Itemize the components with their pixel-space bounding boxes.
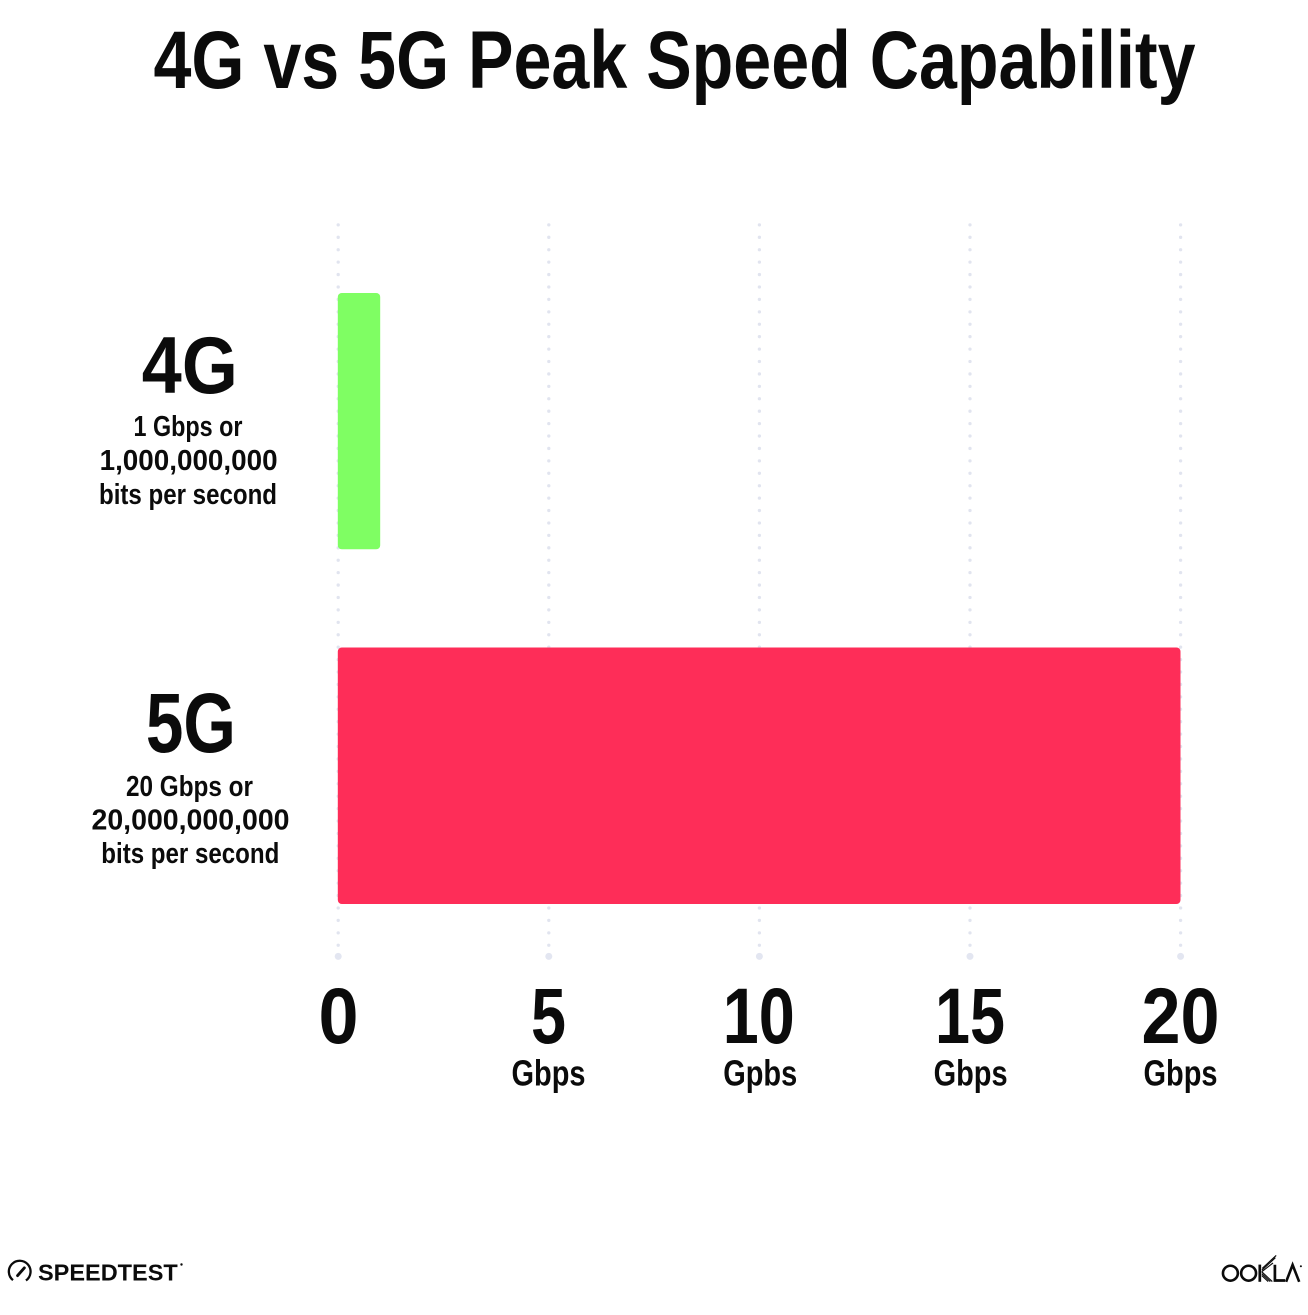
svg-text:5: 5 — [531, 971, 566, 1060]
svg-text:4G: 4G — [142, 321, 238, 411]
svg-text:Gpbs: Gpbs — [723, 1053, 797, 1094]
svg-text:Gbps: Gbps — [1144, 1053, 1218, 1094]
svg-text:4G vs 5G Peak Speed Capability: 4G vs 5G Peak Speed Capability — [154, 15, 1196, 106]
svg-text:0: 0 — [319, 971, 359, 1060]
svg-text:bits per second: bits per second — [101, 838, 279, 870]
svg-text:Gbps: Gbps — [934, 1053, 1008, 1094]
svg-text:20,000,000,000: 20,000,000,000 — [92, 805, 290, 837]
svg-text:Gbps: Gbps — [512, 1053, 586, 1094]
svg-text:15: 15 — [935, 971, 1005, 1060]
svg-text:10: 10 — [723, 971, 795, 1060]
svg-text:SPEEDTEST: SPEEDTEST — [38, 1260, 178, 1286]
svg-text:1 Gbps or: 1 Gbps or — [134, 411, 243, 443]
svg-text:bits per second: bits per second — [99, 479, 277, 511]
svg-text:1,000,000,000: 1,000,000,000 — [100, 445, 278, 477]
svg-text:5G: 5G — [146, 676, 236, 770]
svg-text:20: 20 — [1142, 971, 1220, 1060]
svg-text:20 Gbps or: 20 Gbps or — [126, 771, 253, 803]
